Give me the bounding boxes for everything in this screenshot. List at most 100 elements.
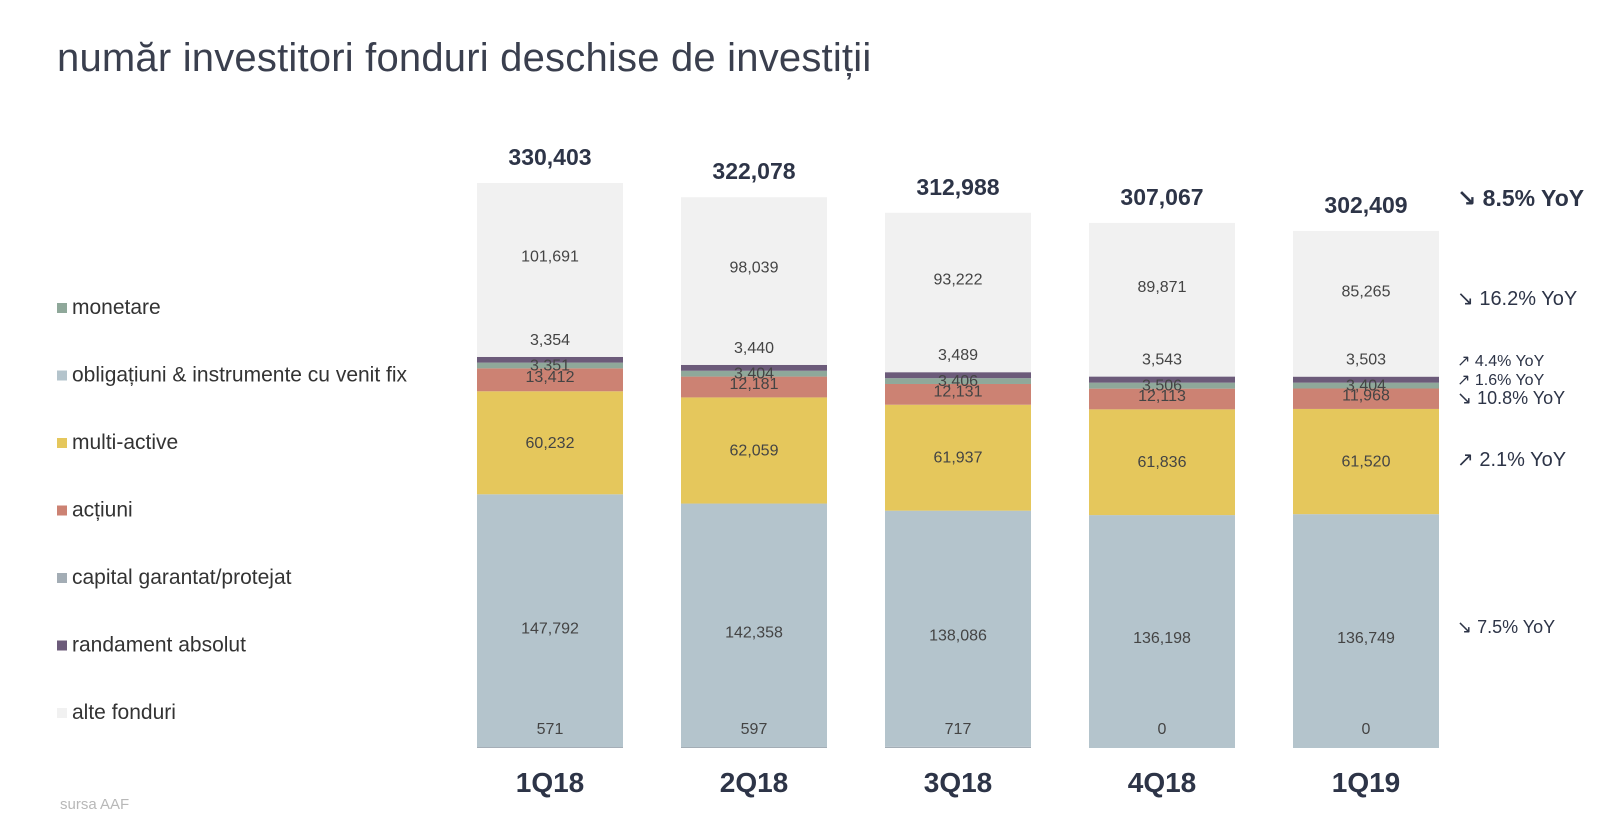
value-label-capital_garantat: 0 [1158, 721, 1167, 738]
bar-segment-randament_absolut [1293, 376, 1439, 383]
bar-segment-randament_absolut [1089, 376, 1235, 383]
value-label-alte_fonduri: 89,871 [1138, 279, 1187, 296]
value-label-multi_active: 61,836 [1138, 454, 1187, 471]
value-label-obligatiuni: 147,792 [521, 620, 579, 637]
bar-segment-alte_fonduri [1089, 222, 1235, 377]
bar-segment-randament_absolut [885, 372, 1031, 379]
value-label-multi_active: 62,059 [730, 442, 779, 459]
yoy-annotation: ↗ 2.1% YoY [1457, 449, 1566, 471]
bar-segment-obligatiuni [477, 494, 623, 748]
value-label-monetare: 3,351 [530, 357, 570, 374]
bar-segment-alte_fonduri [885, 212, 1031, 373]
value-label-actiuni: 12,181 [730, 376, 779, 393]
bar-segment-obligatiuni [681, 503, 827, 747]
value-label-multi_active: 60,232 [526, 435, 575, 452]
bar-segment-monetare [477, 362, 623, 369]
bar-segment-actiuni [477, 368, 623, 392]
legend-swatch [57, 303, 67, 313]
yoy-annotation: ↘ 10.8% YoY [1457, 388, 1565, 408]
value-label-monetare: 3,506 [1142, 378, 1182, 395]
bar-segment-capital_garantat [477, 747, 623, 748]
legend-item: alte fonduri [72, 701, 176, 724]
bar-segment-obligatiuni [1089, 515, 1235, 748]
bar-segment-actiuni [1293, 388, 1439, 409]
value-label-capital_garantat: 597 [741, 721, 768, 738]
value-label-capital_garantat: 717 [945, 721, 972, 738]
yoy-annotation: ↗ 4.4% YoY [1457, 353, 1545, 370]
value-label-alte_fonduri: 93,222 [934, 272, 983, 289]
source-note: sursa AAF [60, 796, 130, 813]
bar-segment-multi_active [1293, 408, 1439, 515]
value-label-randament_absolut: 3,503 [1346, 352, 1386, 369]
bar-segment-multi_active [681, 397, 827, 504]
bar-segment-randament_absolut [681, 364, 827, 371]
yoy-annotation: ↗ 1.6% YoY [1457, 372, 1545, 389]
bar-segment-monetare [681, 370, 827, 377]
total-label: 307,067 [1120, 184, 1203, 210]
bar-segment-actiuni [885, 383, 1031, 405]
bar-segment-alte_fonduri [477, 183, 623, 357]
value-label-actiuni: 13,412 [526, 369, 575, 386]
value-label-actiuni: 11,968 [1342, 388, 1390, 405]
bar-segment-capital_garantat [885, 746, 1031, 748]
bar-segment-actiuni [1089, 388, 1235, 410]
value-label-multi_active: 61,937 [934, 450, 983, 467]
legend-swatch [57, 640, 67, 651]
legend-swatch [57, 438, 67, 448]
value-label-alte_fonduri: 85,265 [1342, 283, 1391, 300]
bar-segment-multi_active [885, 404, 1031, 511]
bar-segment-randament_absolut [477, 356, 623, 363]
value-label-multi_active: 61,520 [1342, 454, 1391, 471]
yoy-annotation: ↘ 7.5% YoY [1457, 617, 1555, 637]
yoy-annotation: ↘ 8.5% YoY [1457, 185, 1584, 211]
category-label: 3Q18 [924, 767, 993, 798]
value-label-monetare: 3,404 [734, 366, 774, 383]
legend-item: multi-active [72, 431, 178, 454]
bar-segment-multi_active [477, 391, 623, 495]
value-label-randament_absolut: 3,489 [938, 347, 978, 364]
bar-segment-monetare [1089, 382, 1235, 389]
value-label-obligatiuni: 136,749 [1337, 630, 1395, 647]
legend-item: capital garantat/protejat [72, 566, 292, 589]
total-label: 322,078 [712, 158, 795, 184]
total-label: 330,403 [508, 144, 591, 170]
value-label-capital_garantat: 0 [1362, 721, 1371, 738]
legend-item: monetare [72, 296, 161, 319]
bar-segment-actiuni [681, 376, 827, 398]
value-label-actiuni: 12,131 [934, 383, 983, 400]
total-label: 312,988 [916, 174, 999, 200]
value-label-obligatiuni: 138,086 [929, 628, 987, 645]
page-title: număr investitori fonduri deschise de in… [57, 36, 872, 80]
value-label-capital_garantat: 571 [537, 721, 564, 738]
category-label: 1Q18 [516, 767, 585, 798]
bar-segment-alte_fonduri [681, 197, 827, 365]
legend-item: acțiuni [72, 499, 133, 522]
value-label-obligatiuni: 142,358 [725, 624, 783, 641]
legend-swatch [57, 573, 67, 583]
value-label-alte_fonduri: 101,691 [521, 248, 579, 265]
value-label-alte_fonduri: 98,039 [730, 260, 779, 277]
value-label-actiuni: 12,113 [1138, 388, 1186, 405]
value-label-randament_absolut: 3,354 [530, 332, 570, 349]
value-label-randament_absolut: 3,440 [734, 340, 774, 357]
yoy-annotation: ↘ 16.2% YoY [1457, 288, 1577, 310]
value-label-obligatiuni: 136,198 [1133, 630, 1191, 647]
category-label: 4Q18 [1128, 767, 1197, 798]
value-label-monetare: 3,406 [938, 373, 978, 390]
total-label: 302,409 [1324, 192, 1407, 218]
bar-segment-monetare [1293, 382, 1439, 389]
bar-segment-obligatiuni [1293, 514, 1439, 748]
bar-segment-capital_garantat [681, 746, 827, 748]
category-label: 1Q19 [1332, 767, 1401, 798]
bar-segment-alte_fonduri [1293, 230, 1439, 377]
category-label: 2Q18 [720, 767, 789, 798]
legend-swatch [57, 505, 67, 516]
legend-item: randament absolut [72, 634, 246, 657]
bar-segment-monetare [885, 378, 1031, 384]
legend-item: obligațiuni & instrumente cu venit fix [72, 364, 408, 387]
bar-segment-multi_active [1089, 409, 1235, 516]
legend-swatch [57, 708, 67, 718]
value-label-monetare: 3,404 [1346, 378, 1386, 395]
bar-segment-obligatiuni [885, 510, 1031, 747]
